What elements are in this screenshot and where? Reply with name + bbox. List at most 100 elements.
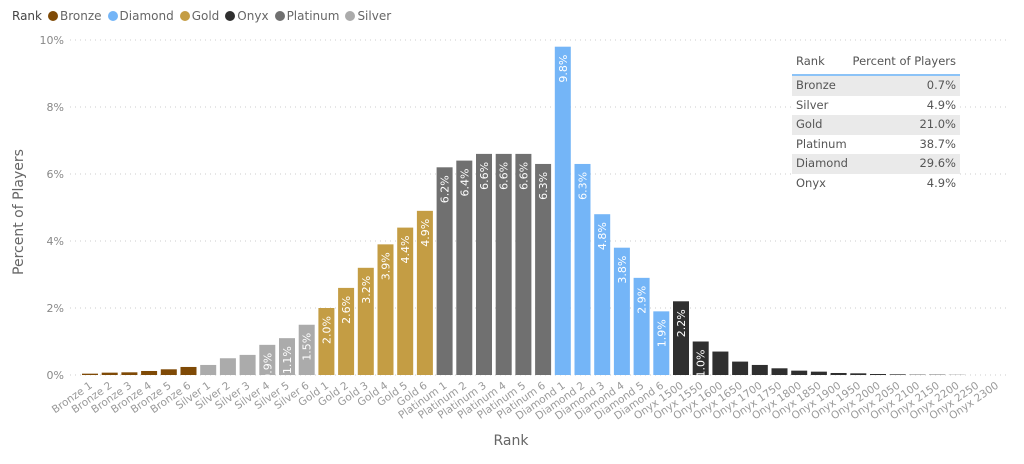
bar[interactable]	[141, 370, 158, 375]
legend-label: Silver	[357, 9, 392, 23]
table-row: Gold 21.0%	[792, 115, 960, 135]
bar[interactable]	[889, 374, 906, 375]
table-row: Platinum 38.7%	[792, 135, 960, 155]
bar[interactable]	[82, 373, 98, 375]
y-tick-label: 10%	[40, 34, 64, 47]
bar[interactable]	[397, 227, 414, 375]
y-tick-label: 6%	[47, 168, 64, 181]
bar[interactable]	[180, 366, 197, 375]
legend-item-diamond[interactable]: Diamond	[107, 9, 174, 23]
bar[interactable]	[791, 370, 808, 375]
x-axis-title: Rank	[494, 433, 530, 449]
bar[interactable]	[121, 372, 138, 375]
cell-percent: 0.7%	[926, 78, 956, 92]
legend-label: Platinum	[286, 9, 340, 23]
bar[interactable]	[732, 361, 749, 375]
cell-percent: 21.0%	[919, 117, 956, 131]
bar[interactable]	[219, 358, 236, 375]
y-tick-label: 8%	[47, 101, 64, 114]
bar[interactable]	[830, 372, 847, 375]
table-row: Silver 4.9%	[792, 96, 960, 116]
bar[interactable]	[653, 311, 670, 375]
bar-data-label: 6.6%	[517, 162, 530, 190]
y-tick-label: 2%	[47, 302, 64, 315]
cell-percent: 4.9%	[926, 175, 956, 190]
bar-data-label: 1.1%	[281, 346, 294, 374]
legend-dot-icon	[47, 11, 58, 21]
bar[interactable]	[377, 244, 394, 375]
bar[interactable]	[554, 46, 571, 375]
bar-data-label: 2.6%	[340, 296, 353, 324]
bar-data-label: 9.8%	[557, 55, 570, 83]
cell-rank: Bronze	[796, 78, 836, 92]
cell-percent: 38.7%	[919, 136, 956, 151]
legend-label: Bronze	[59, 9, 102, 23]
table-row: Bronze 0.7%	[792, 76, 960, 96]
bar-data-label: 4.4%	[399, 236, 412, 264]
legend-item-gold[interactable]: Gold	[179, 9, 220, 23]
legend-item-bronze[interactable]: Bronze	[47, 9, 102, 23]
legend-label: Gold	[191, 9, 220, 23]
bar[interactable]	[298, 324, 315, 375]
cell-rank: Silver	[796, 97, 829, 112]
bar[interactable]	[338, 287, 355, 375]
bar[interactable]	[751, 364, 768, 375]
bar[interactable]	[515, 153, 532, 375]
bar[interactable]	[574, 163, 591, 375]
bar[interactable]	[101, 372, 118, 375]
legend-item-platinum[interactable]: Platinum	[274, 9, 340, 23]
bar[interactable]	[633, 277, 650, 375]
bar-data-label: 1.9%	[655, 319, 668, 347]
bar[interactable]	[712, 351, 729, 375]
header-percent: Percent of Players	[852, 54, 956, 68]
bar[interactable]	[850, 373, 867, 375]
legend-label: Onyx	[237, 9, 269, 23]
bar[interactable]	[357, 267, 374, 375]
table-row: Diamond 29.6%	[792, 154, 960, 174]
bar[interactable]	[318, 308, 335, 375]
bar-data-label: 3.8%	[616, 256, 629, 284]
bar[interactable]	[476, 153, 492, 375]
bar[interactable]	[495, 153, 512, 375]
y-tick-label: 0%	[47, 369, 64, 382]
bar-data-label: 6.3%	[577, 172, 590, 200]
bar-data-label: 0.9%	[261, 353, 274, 381]
legend-dot-icon	[274, 11, 285, 21]
bar[interactable]	[673, 301, 689, 375]
bar[interactable]	[279, 338, 295, 375]
bar-data-label: 1.5%	[301, 333, 314, 361]
bar[interactable]	[535, 163, 552, 375]
bar[interactable]	[870, 373, 886, 375]
bar[interactable]	[259, 344, 276, 375]
header-rank: Rank	[796, 54, 825, 68]
bar-data-label: 4.9%	[419, 219, 432, 247]
y-tick-label: 4%	[47, 235, 64, 248]
cell-percent: 4.9%	[926, 97, 956, 112]
bar[interactable]	[200, 364, 217, 375]
bar-data-label: 3.2%	[360, 276, 373, 304]
legend-item-silver[interactable]: Silver	[345, 9, 391, 23]
table-header: Rank Percent of Players	[792, 50, 960, 76]
legend-dot-icon	[225, 11, 236, 21]
bar[interactable]	[594, 214, 611, 375]
bar[interactable]	[613, 247, 630, 375]
bar[interactable]	[160, 369, 177, 375]
legend-dot-icon	[345, 11, 356, 21]
bar-data-label: 4.8%	[596, 222, 609, 250]
legend-item-onyx[interactable]: Onyx	[225, 9, 269, 23]
bar[interactable]	[810, 371, 827, 375]
legend-title: Rank	[12, 9, 42, 23]
cell-rank: Diamond	[796, 156, 848, 170]
summary-table: Rank Percent of Players Bronze 0.7% Silver…	[792, 50, 960, 193]
bar[interactable]	[416, 210, 433, 375]
legend-dot-icon	[107, 11, 118, 21]
bar[interactable]	[239, 354, 256, 375]
bar[interactable]	[692, 341, 709, 376]
legend-label: Diamond	[119, 9, 174, 23]
bar[interactable]	[456, 160, 473, 375]
bar-data-label: 6.6%	[478, 162, 491, 190]
bar[interactable]	[436, 167, 453, 375]
bar[interactable]	[771, 368, 788, 375]
bar-data-label: 2.9%	[636, 286, 649, 314]
